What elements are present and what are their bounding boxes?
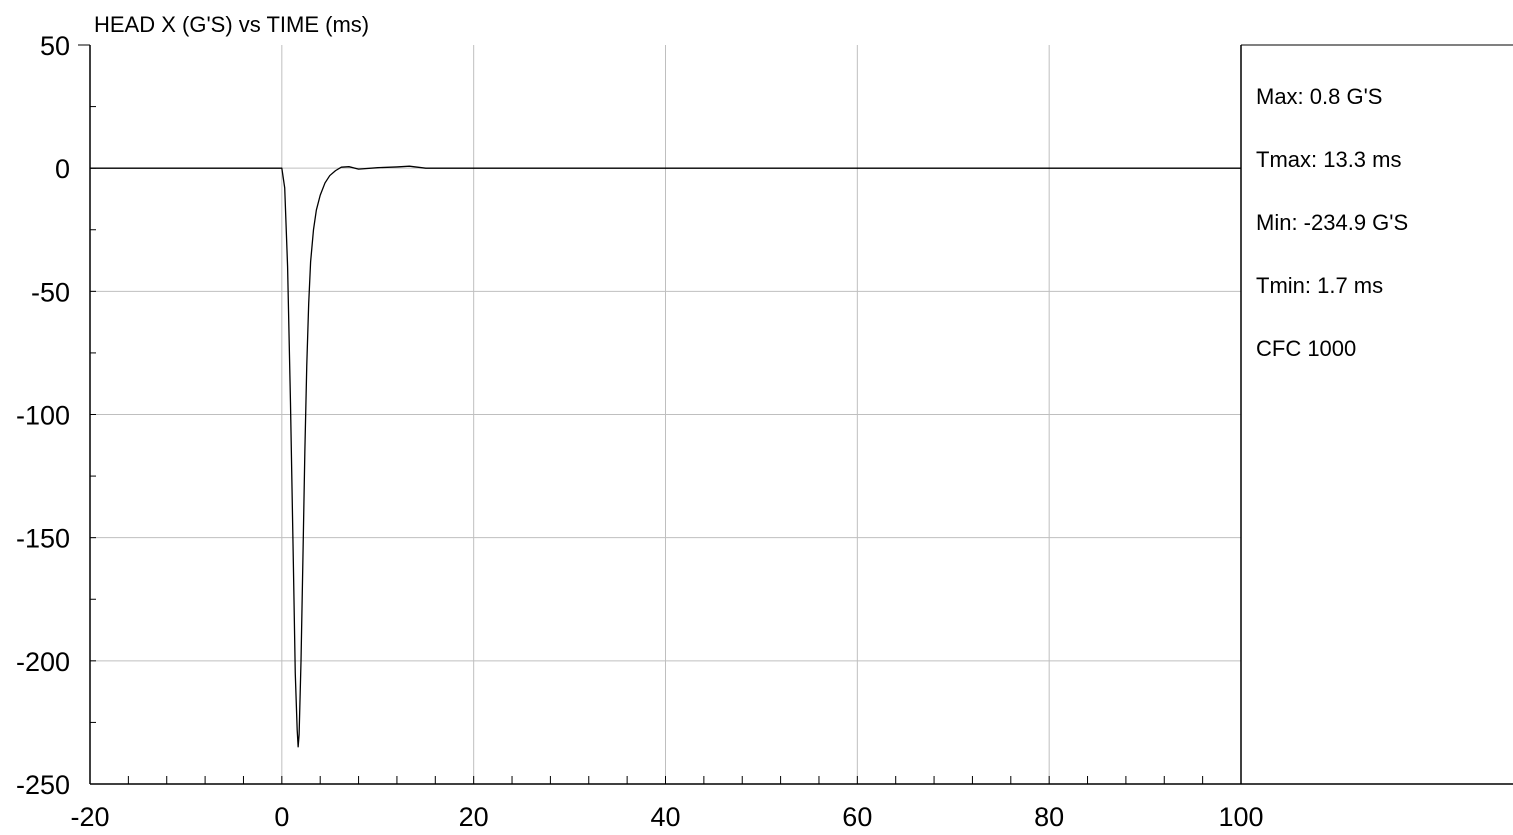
- y-tick-label-0: 50: [40, 31, 70, 61]
- stat-tmin: Tmin: 1.7 ms: [1256, 273, 1383, 298]
- y-tick-label-6: -250: [16, 770, 70, 800]
- stat-max: Max: 0.8 G'S: [1256, 84, 1382, 109]
- x-tick-label-5: 80: [1034, 802, 1064, 832]
- series-line-0: [90, 165, 1241, 748]
- grid-layer: [90, 45, 1241, 784]
- stat-filter: CFC 1000: [1256, 336, 1356, 361]
- stat-tmax: Tmax: 13.3 ms: [1256, 147, 1401, 172]
- series-layer: [90, 165, 1241, 748]
- x-tick-label-0: -20: [70, 802, 109, 832]
- y-tick-label-5: -200: [16, 647, 70, 677]
- x-tick-label-2: 20: [459, 802, 489, 832]
- stat-min: Min: -234.9 G'S: [1256, 210, 1408, 235]
- y-tick-label-2: -50: [31, 277, 70, 307]
- x-tick-label-4: 60: [842, 802, 872, 832]
- x-tick-label-1: 0: [274, 802, 289, 832]
- minor-tick-layer: [90, 106, 1204, 784]
- y-tick-label-1: 0: [55, 154, 70, 184]
- stats-panel: Max: 0.8 G'S Tmax: 13.3 ms Min: -234.9 G…: [1256, 84, 1408, 361]
- x-tick-label-3: 40: [650, 802, 680, 832]
- y-tick-label-3: -100: [16, 401, 70, 431]
- y-tick-label-4: -150: [16, 524, 70, 554]
- chart-title: HEAD X (G'S) vs TIME (ms): [94, 12, 369, 37]
- x-tick-label-6: 100: [1218, 802, 1263, 832]
- axis-layer: [78, 44, 1513, 785]
